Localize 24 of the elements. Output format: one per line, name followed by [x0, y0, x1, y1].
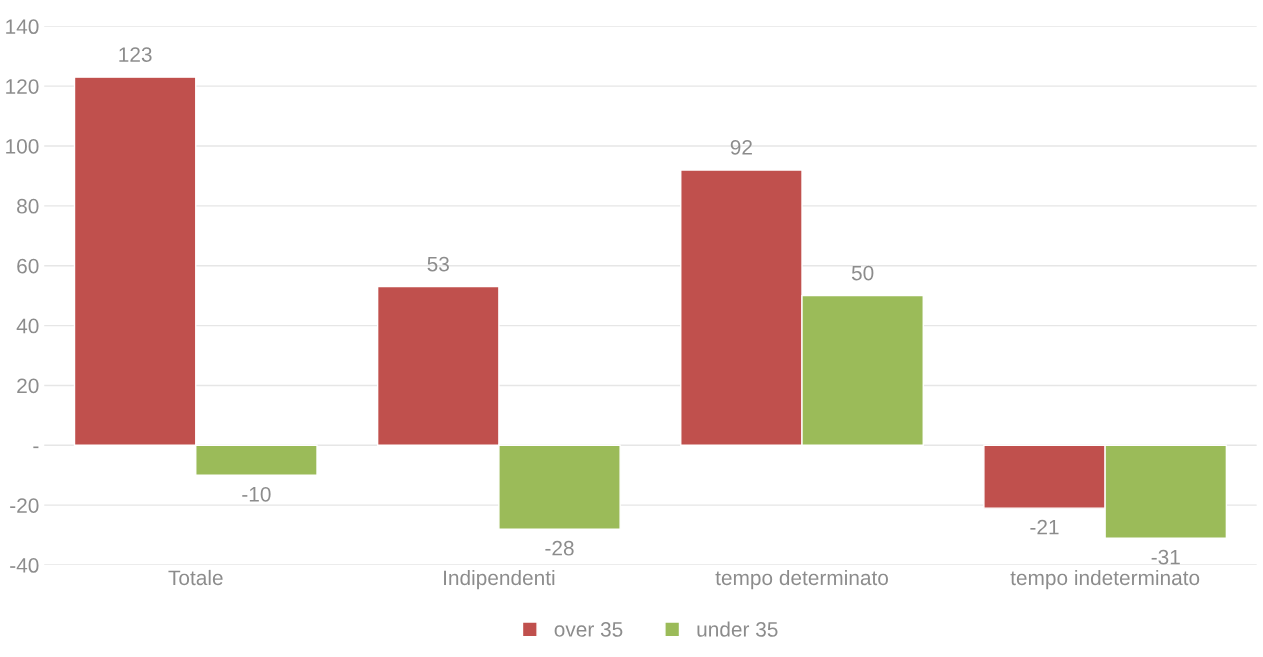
data-label: 50 — [851, 265, 874, 281]
y-tick-label: 20 — [17, 378, 39, 394]
y-tick-label: 140 — [6, 19, 39, 35]
x-tick-label: tempo indeterminato — [1010, 569, 1200, 590]
legend-label: under 35 — [697, 621, 778, 637]
x-tick-label: tempo determinato — [715, 569, 888, 590]
y-tick-label: -20 — [10, 498, 39, 513]
x-tick-label: Indipendenti — [444, 569, 555, 590]
data-label: 123 — [119, 47, 152, 62]
y-tick-label: 60 — [17, 258, 39, 274]
x-tick-label: Totale — [168, 569, 223, 586]
y-tick-label: 100 — [6, 139, 39, 154]
y-tick-label: 40 — [16, 318, 39, 334]
y-tick-label: - — [33, 446, 39, 449]
legend-label: over 35 — [554, 622, 623, 637]
data-label: -21 — [1030, 519, 1059, 535]
data-label: -31 — [1151, 549, 1180, 565]
data-label: 92 — [730, 139, 752, 155]
y-tick-label: -40 — [10, 558, 39, 573]
data-label: -10 — [242, 486, 271, 502]
data-label: 53 — [427, 256, 449, 272]
data-label: -28 — [545, 540, 574, 556]
y-tick-label: 120 — [6, 79, 39, 94]
y-tick-label: 80 — [17, 198, 39, 214]
